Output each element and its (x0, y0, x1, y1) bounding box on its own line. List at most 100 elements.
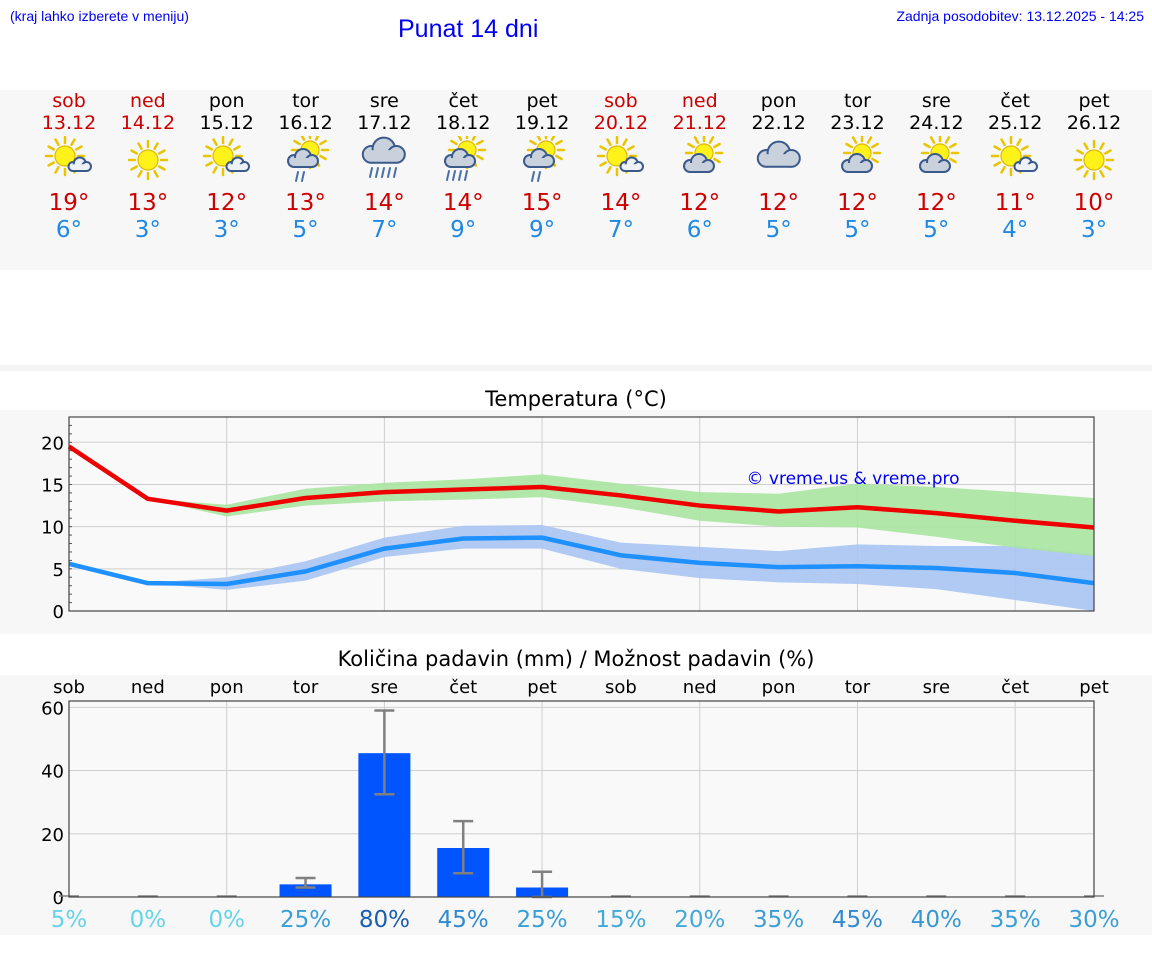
day-label: sob (53, 677, 85, 698)
max-temperature: 14° (364, 190, 405, 216)
sun-icon (127, 139, 169, 181)
min-temperature: 3° (213, 217, 240, 243)
cloud-shape (286, 148, 319, 168)
day-label: pet (527, 677, 557, 698)
day-name: pet (1078, 90, 1110, 112)
y-tick-label: 10 (41, 518, 64, 539)
sun-ray (1076, 165, 1085, 171)
sun-ray (130, 165, 138, 171)
rain-drop (369, 167, 374, 178)
rain-drop (300, 171, 305, 182)
cloud-shape (619, 156, 644, 172)
max-temperature: 14° (600, 190, 642, 216)
y-tick-label: 0 (53, 602, 64, 623)
sun-ray (555, 139, 563, 146)
day-forecast: ned 21.12 12° 6° (655, 90, 745, 244)
sun-ray (606, 166, 612, 174)
rain-drop (458, 170, 463, 181)
sun-cloud-rain-icon (523, 136, 566, 182)
max-temperature: 19° (48, 190, 90, 216)
rain-drop (452, 170, 457, 181)
sun-ray (870, 157, 879, 164)
sun-ray (693, 136, 700, 144)
sun-ray (708, 136, 715, 144)
day-label: čet (1001, 677, 1029, 698)
cloud-body (230, 164, 245, 171)
cloud-body (73, 164, 87, 171)
min-temperature: 9° (450, 217, 477, 243)
sun-ray (457, 136, 463, 141)
sun-small-cloud-icon (990, 136, 1039, 177)
day-name: sob (604, 90, 638, 112)
day-name: pon (760, 90, 797, 112)
day-name: tor (292, 90, 319, 112)
sun-ray (1099, 142, 1105, 150)
sun-ray (54, 166, 60, 174)
day-name: čet (1000, 90, 1030, 112)
cloud-body (689, 163, 708, 172)
cloud-shape (1013, 156, 1039, 172)
sun-ray (1104, 165, 1112, 171)
sun-ray (993, 145, 1002, 151)
precipitation-probability: 35% (990, 907, 1041, 933)
day-label: pet (1079, 677, 1109, 698)
sun-cloud-icon (682, 136, 724, 173)
day-label: čet (449, 677, 477, 698)
cloud-body (451, 158, 470, 167)
cloud-body (624, 164, 639, 171)
day-forecast: čet 25.12 11° 4° (970, 90, 1060, 244)
min-temperature: 9° (529, 217, 556, 243)
sun-disc (54, 145, 76, 167)
icon-art (44, 136, 92, 177)
day-name: sre (921, 90, 951, 112)
plot-frame (68, 416, 1095, 612)
icon-art (362, 136, 407, 178)
day-date: 17.12 (357, 112, 412, 134)
icon-art (444, 136, 487, 181)
day-date: 23.12 (830, 112, 885, 134)
precipitation-probability: 45% (832, 907, 883, 933)
sun-ray (923, 142, 932, 149)
max-temperature: 14° (442, 190, 484, 216)
day-name: sob (52, 90, 86, 112)
min-temperature: 5° (923, 217, 950, 243)
copyright-watermark: © vreme.us & vreme.pro (746, 469, 959, 489)
rain-drop (387, 167, 392, 178)
sun-ray (1021, 145, 1029, 151)
icon-art (756, 140, 801, 168)
precipitation-bar (279, 884, 332, 897)
sun-ray (712, 157, 721, 164)
sun-ray (606, 138, 612, 146)
day-name: pon (208, 90, 245, 112)
sun-rays (1073, 139, 1115, 181)
last-updated-text: Zadnja posodobitev: 13.12.2025 - 14:25 (896, 8, 1144, 24)
precipitation-probability: 5% (51, 907, 88, 933)
icon-art (286, 136, 329, 182)
y-tick-label: 20 (41, 825, 64, 846)
cloud-body (530, 158, 549, 167)
day-date: 16.12 (278, 112, 333, 134)
day-forecast: sob 13.12 19° 6° (24, 90, 114, 244)
sun-ray (211, 138, 218, 146)
day-date: 25.12 (987, 112, 1043, 134)
min-temperature: 4° (1002, 217, 1029, 243)
sun-ray (211, 166, 218, 174)
cloud-shape (523, 148, 556, 168)
sun-disc (212, 145, 234, 167)
day-name: pet (526, 90, 558, 112)
location-menu-hint-link[interactable]: (kraj lahko izberete v meniju) (10, 8, 189, 24)
cloud-shape (362, 136, 407, 164)
max-temperature: 13° (285, 190, 326, 216)
sun-cloud-heavy-rain-icon (444, 136, 487, 181)
sun-small-cloud-icon (44, 136, 92, 177)
sun-ray (622, 138, 628, 146)
sun-ray (1000, 138, 1006, 146)
sun-rays (842, 136, 881, 173)
sun-ray (626, 145, 635, 151)
sun-cloud-icon (840, 136, 881, 173)
sun-ray (137, 170, 143, 178)
day-date: 20.12 (593, 112, 649, 134)
day-label: pon (210, 677, 244, 698)
y-tick-label: 20 (41, 433, 64, 454)
day-label: tor (845, 677, 871, 698)
